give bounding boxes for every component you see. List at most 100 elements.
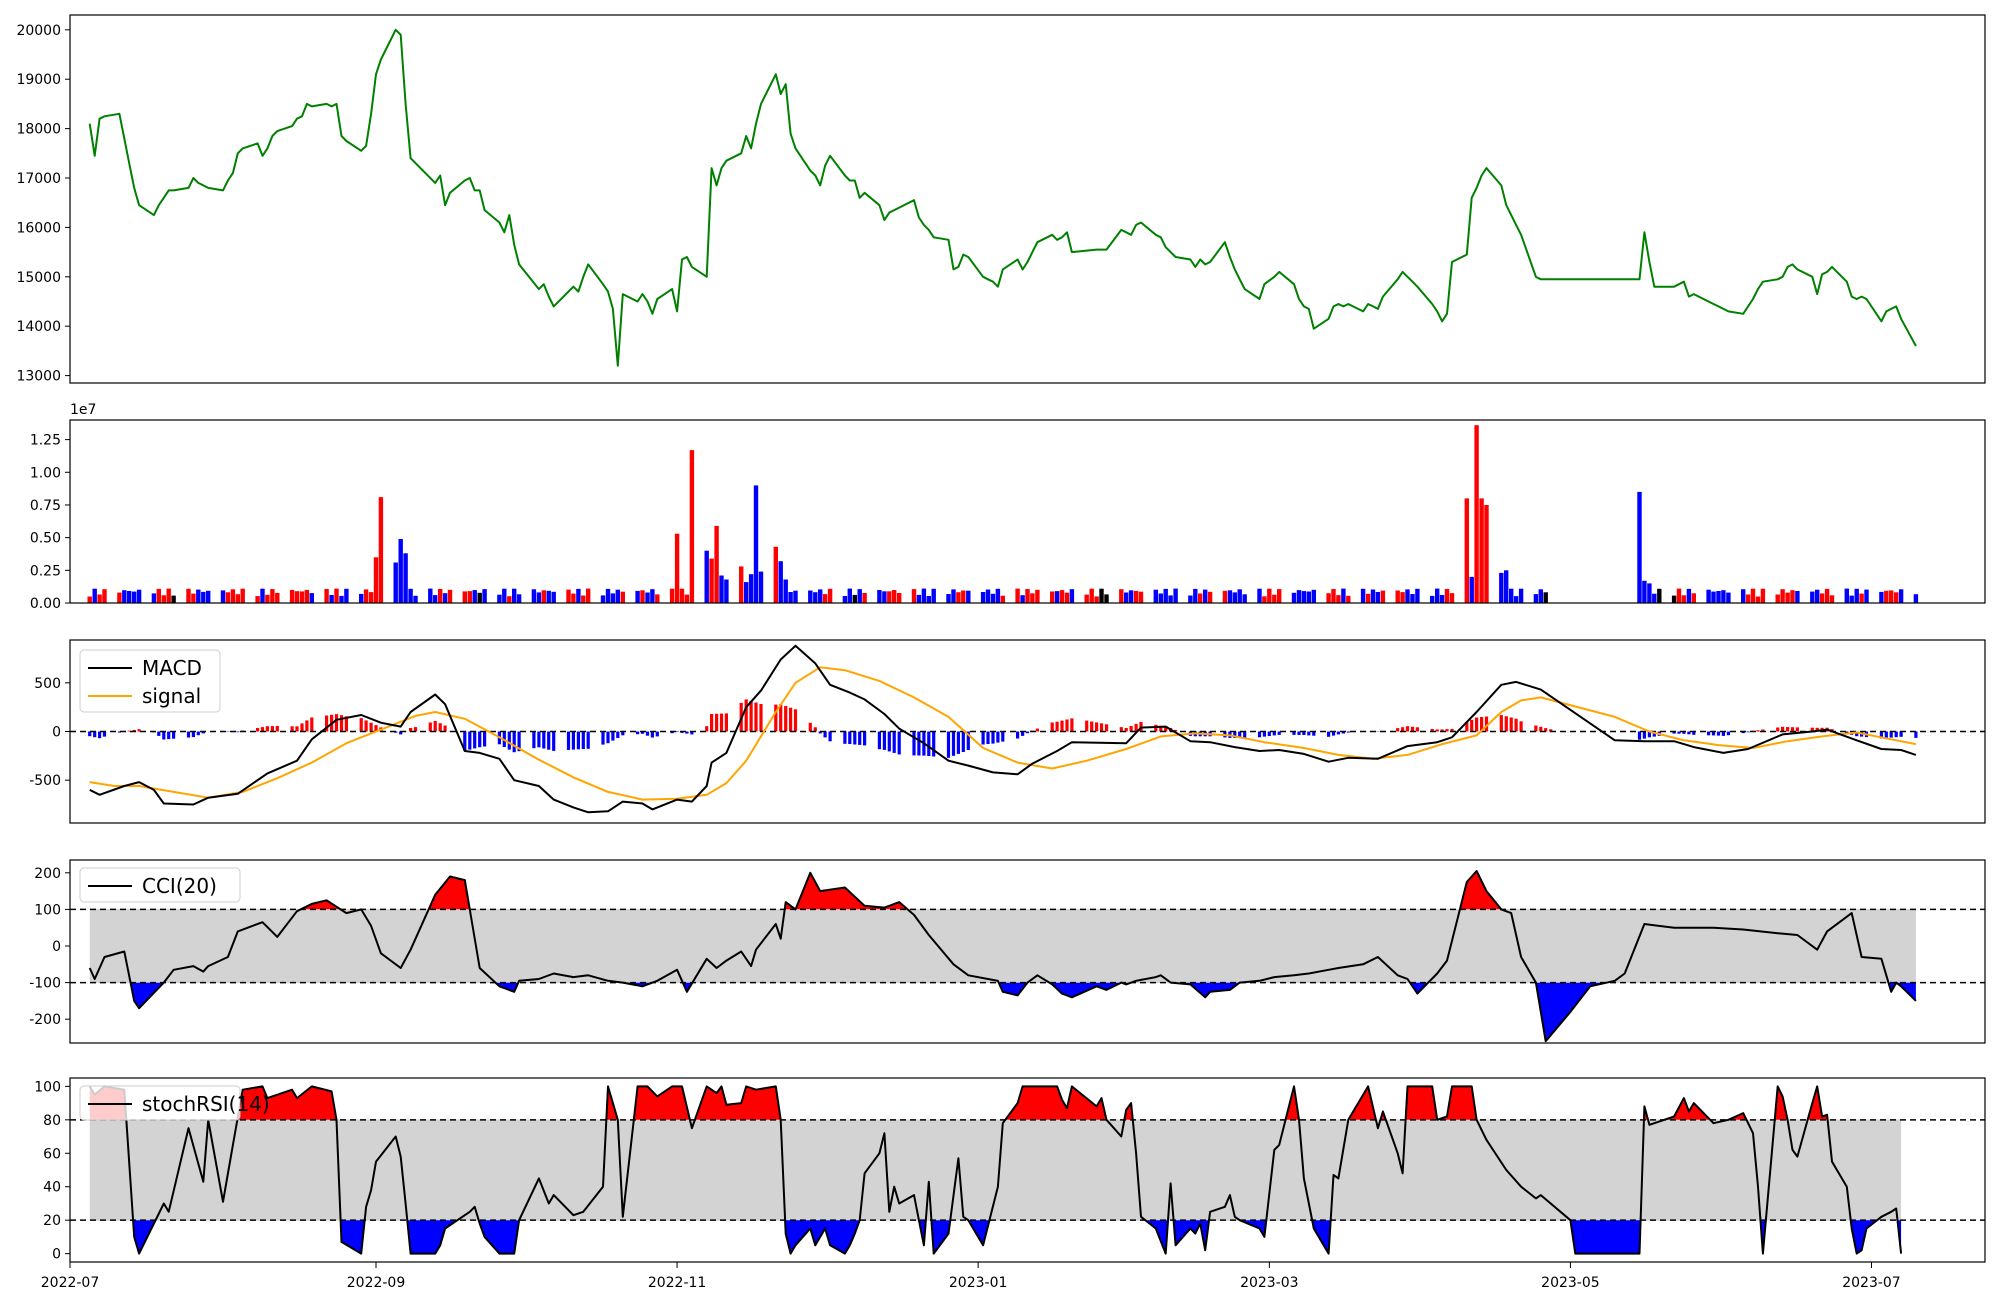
volume-bar bbox=[951, 589, 956, 603]
volume-bar bbox=[1795, 591, 1800, 603]
y-tick-label: 13000 bbox=[16, 369, 61, 385]
macd-histogram-bar bbox=[1090, 721, 1094, 732]
panel-frame bbox=[69, 14, 1986, 384]
oversold-fill bbox=[133, 1220, 1902, 1254]
macd-histogram-bar bbox=[1845, 731, 1849, 734]
macd-histogram-bar bbox=[1257, 731, 1262, 738]
volume-bar bbox=[946, 594, 951, 603]
volume-bar bbox=[1686, 588, 1692, 603]
volume-bar bbox=[650, 589, 655, 603]
macd-histogram-bar bbox=[887, 731, 891, 752]
y-tick-label: 40 bbox=[43, 1180, 61, 1196]
volume-bar bbox=[1311, 589, 1316, 603]
macd-histogram-bar bbox=[1415, 727, 1419, 732]
legend-label: stochRSI(14) bbox=[142, 1092, 270, 1116]
macd-histogram-bar bbox=[1637, 731, 1642, 740]
volume-scale-label: 1e7 bbox=[70, 402, 96, 418]
macd-histogram-bar bbox=[621, 731, 625, 736]
volume-bar bbox=[339, 595, 344, 603]
macd-histogram-bar bbox=[655, 731, 659, 737]
macd-histogram-bar bbox=[1889, 731, 1893, 738]
volume-bar bbox=[1726, 592, 1731, 603]
volume-bar bbox=[813, 592, 818, 603]
volume-bar bbox=[1652, 593, 1657, 603]
macd-histogram-bar bbox=[1716, 731, 1721, 736]
macd-histogram-bar bbox=[1721, 731, 1725, 736]
volume-bar bbox=[1015, 588, 1020, 603]
volume-bar bbox=[97, 594, 102, 603]
volume-bar bbox=[1296, 590, 1302, 603]
volume-bar bbox=[1054, 591, 1060, 603]
macd-histogram-bar bbox=[1815, 727, 1819, 732]
volume-bar bbox=[191, 593, 196, 603]
volume-bar bbox=[1484, 505, 1489, 603]
volume-bar bbox=[1435, 588, 1440, 603]
volume-bar bbox=[897, 593, 902, 603]
y-tick-label: -200 bbox=[29, 1012, 61, 1028]
macd-histogram-bar bbox=[650, 731, 654, 738]
volume-bar bbox=[679, 588, 685, 603]
macd-histogram-bar bbox=[882, 731, 886, 750]
macd-histogram-bar bbox=[1336, 731, 1340, 735]
macd-histogram-bar bbox=[576, 731, 580, 750]
macd-histogram-bar bbox=[1544, 728, 1548, 732]
macd-histogram-bar bbox=[537, 731, 541, 748]
y-tick-label: 0.00 bbox=[30, 596, 61, 612]
volume-bar bbox=[166, 588, 171, 603]
macd-histogram-bar bbox=[542, 731, 546, 749]
volume-bar bbox=[1336, 595, 1341, 603]
volume-bar bbox=[892, 590, 897, 603]
volume-bar bbox=[92, 588, 97, 603]
macd-histogram-bar bbox=[295, 726, 299, 732]
macd-histogram-bar bbox=[532, 731, 536, 749]
macd-histogram-bar bbox=[932, 731, 936, 757]
macd-histogram-bar bbox=[1711, 731, 1716, 736]
macd-histogram-bar bbox=[478, 731, 482, 748]
volume-bar bbox=[265, 594, 270, 603]
y-tick-label: 0 bbox=[52, 939, 61, 955]
volume-bar bbox=[507, 596, 512, 603]
y-tick-label: 15000 bbox=[16, 270, 61, 286]
y-tick-label: 16000 bbox=[16, 220, 61, 236]
macd-histogram-bar bbox=[196, 731, 200, 736]
volume-bar bbox=[1533, 594, 1539, 603]
legend-label: MACD bbox=[142, 656, 202, 680]
volume-bar bbox=[1153, 589, 1158, 603]
volume-bar bbox=[719, 575, 724, 603]
volume-bar bbox=[1222, 590, 1228, 603]
volume-bar bbox=[1479, 498, 1484, 603]
x-tick-label: 2023-05 bbox=[1541, 1275, 1600, 1291]
volume-bar bbox=[926, 596, 931, 603]
macd-histogram-bar bbox=[1410, 726, 1415, 732]
macd-histogram-bar bbox=[1129, 726, 1133, 732]
macd-histogram-bar bbox=[1470, 719, 1474, 732]
macd-histogram-bar bbox=[946, 731, 951, 758]
volume-bar bbox=[709, 558, 714, 603]
volume-bar bbox=[1242, 594, 1247, 603]
volume-bar bbox=[1099, 588, 1104, 603]
macd-histogram-bar bbox=[1267, 731, 1271, 736]
volume-bar bbox=[398, 539, 403, 603]
volume-bar bbox=[916, 594, 922, 603]
volume-bar bbox=[842, 596, 848, 603]
volume-bar bbox=[1647, 583, 1652, 603]
panel-frame bbox=[69, 419, 1986, 604]
macd-histogram-bar bbox=[1085, 720, 1089, 732]
volume-bar bbox=[541, 590, 546, 603]
macd-histogram-bar bbox=[1514, 718, 1518, 732]
volume-bar bbox=[1104, 594, 1109, 603]
volume-bar bbox=[1035, 589, 1040, 603]
macd-histogram-bar bbox=[774, 704, 778, 732]
volume-bar bbox=[1400, 592, 1405, 603]
macd-histogram-bar bbox=[986, 731, 990, 744]
macd-histogram-bar bbox=[468, 731, 472, 750]
macd-histogram-bar bbox=[813, 727, 817, 732]
macd-histogram-bar bbox=[132, 729, 136, 732]
date-x-axis: 2022-07 2022-09 2022-11 2023-01 2023-03 2023-… bbox=[41, 1262, 1901, 1291]
macd-histogram-bar bbox=[1539, 726, 1543, 732]
macd-histogram-bar bbox=[1726, 731, 1730, 736]
volume-bar bbox=[1173, 588, 1178, 603]
volume-bar bbox=[428, 588, 433, 603]
stochrsi-line bbox=[88, 1085, 1903, 1255]
y-tick-label: 18000 bbox=[16, 122, 61, 138]
